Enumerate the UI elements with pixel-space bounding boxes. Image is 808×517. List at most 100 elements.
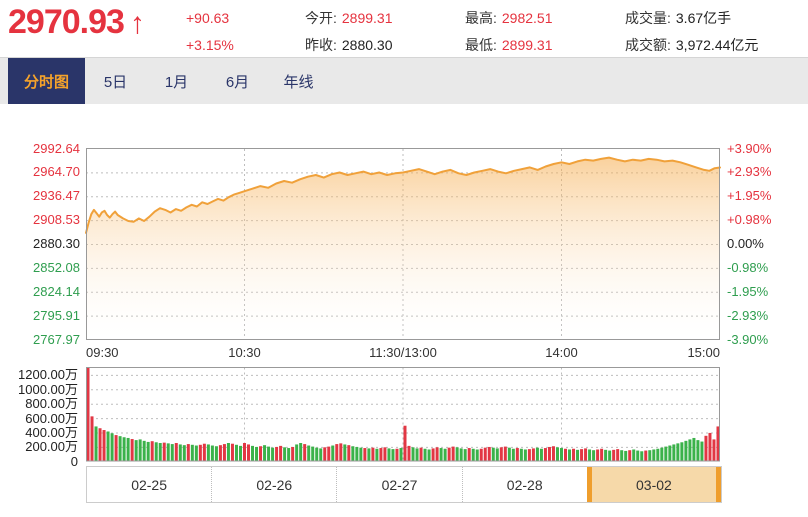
volume-bar — [206, 444, 210, 461]
volume-bar — [616, 449, 620, 461]
volume-bar — [668, 445, 672, 461]
volume-bar — [644, 450, 648, 461]
volume-bar — [447, 447, 451, 461]
volume-bar — [323, 447, 327, 461]
volume-bar — [628, 450, 632, 461]
volume-bar — [539, 448, 543, 461]
volume-bar — [467, 448, 471, 461]
volume-bar — [162, 442, 166, 461]
volume-bar — [483, 447, 487, 461]
tab-1y[interactable]: 年线 — [283, 73, 314, 91]
volume-bar — [527, 449, 531, 461]
tab-1m[interactable]: 1月 — [164, 73, 189, 91]
volume-bar — [604, 449, 608, 461]
volume-bar — [656, 448, 660, 461]
volume-bar — [94, 426, 98, 461]
volume-bar — [435, 447, 439, 461]
price-axis-label: 2767.97 — [33, 331, 80, 347]
stats-open-prevclose: 今开: 2899.31 昨收: 2880.30 — [305, 0, 393, 59]
volume-bar — [487, 446, 491, 461]
volume-bar — [523, 449, 527, 461]
volume-bar — [664, 446, 668, 461]
volume-bar — [363, 448, 367, 461]
volume-bar — [491, 447, 495, 461]
volume-bar — [463, 449, 467, 461]
volume-bar — [218, 445, 222, 461]
stats-high-low: 最高: 2982.51 最低: 2899.31 — [465, 0, 553, 59]
volume-bar — [110, 433, 114, 461]
volume-bar — [535, 447, 539, 461]
pct-axis-label: +1.95% — [727, 188, 772, 204]
volume-bar — [676, 443, 680, 461]
time-axis-label: 11:30/13:00 — [369, 345, 437, 360]
up-arrow-icon: ↑ — [129, 7, 145, 40]
volume-bar — [102, 430, 106, 461]
volume-bar — [86, 367, 90, 461]
time-axis-label: 10:30 — [228, 345, 261, 360]
volume-bar — [275, 446, 279, 461]
volume-bar — [114, 435, 118, 461]
volume-bar — [371, 447, 375, 461]
volume-bar — [130, 439, 134, 461]
volume-bar — [531, 448, 535, 461]
volume-bar — [580, 449, 584, 461]
volume-bar — [98, 428, 102, 461]
volume-bar — [251, 445, 255, 461]
volume-bar — [142, 440, 146, 461]
price-axis-label: 2880.30 — [33, 236, 80, 251]
date-tab-02-26[interactable]: 02-26 — [211, 467, 336, 502]
date-tab-02-28[interactable]: 02-28 — [461, 467, 587, 502]
volume-bar — [503, 446, 507, 461]
volume-bar — [547, 446, 551, 461]
tab-intraday[interactable]: 分时图 — [8, 58, 85, 104]
date-tab-02-27[interactable]: 02-27 — [336, 467, 461, 502]
time-axis-label: 14:00 — [545, 345, 578, 360]
volume-bar — [640, 451, 644, 461]
volume-bar — [600, 448, 604, 461]
pct-axis-label: +3.90% — [727, 140, 772, 156]
volume-bar — [696, 440, 700, 461]
tab-5d[interactable]: 5日 — [103, 73, 128, 91]
volume-bar — [712, 439, 716, 461]
volume-bar — [259, 446, 263, 461]
volume-bar — [443, 448, 447, 461]
date-tab-02-25[interactable]: 02-25 — [131, 476, 167, 493]
volume-bar — [648, 450, 652, 461]
stats-volume-turnover: 成交量: 3.67亿手 成交额: 3,972.44亿元 — [625, 0, 758, 59]
volume-bar — [632, 449, 636, 461]
volume-bar — [391, 449, 395, 461]
volume-bar — [708, 432, 712, 461]
volume-bar — [190, 444, 194, 461]
tab-6m[interactable]: 6月 — [225, 73, 250, 91]
volume-axis-label: 1000.00万 — [18, 381, 78, 397]
stat-turnover: 成交额: 3,972.44亿元 — [625, 37, 759, 53]
volume-bar — [182, 445, 186, 461]
volume-bar — [267, 446, 271, 461]
volume-bar — [459, 448, 463, 461]
period-tabbar: 分时图 5日 1月 6月 年线 — [0, 57, 808, 104]
price-area-fill — [86, 157, 720, 340]
volume-bar — [475, 449, 479, 461]
volume-bar — [479, 448, 483, 461]
volume-bar — [178, 444, 182, 461]
volume-bar — [226, 443, 230, 461]
volume-bar — [660, 447, 664, 461]
stat-volume: 成交量: 3.67亿手 — [625, 10, 732, 26]
time-axis-label: 09:30 — [86, 345, 119, 360]
volume-axis-label: 0 — [70, 453, 78, 469]
pct-axis-label: -3.90% — [727, 331, 769, 347]
price-axis-label: 2852.08 — [33, 259, 80, 275]
price-change-block: +90.63 +3.15% — [186, 0, 234, 59]
volume-bar — [704, 435, 708, 461]
volume-bar — [608, 450, 612, 461]
volume-bar — [287, 448, 291, 461]
volume-bar — [359, 447, 363, 461]
date-tab-03-02[interactable]: 03-02 — [586, 467, 722, 502]
price-axis-label: 2908.53 — [33, 212, 80, 228]
volume-bar — [419, 447, 423, 461]
volume-bar — [439, 448, 443, 461]
volume-bar — [387, 448, 391, 461]
price-change-pct: +3.15% — [186, 37, 234, 53]
